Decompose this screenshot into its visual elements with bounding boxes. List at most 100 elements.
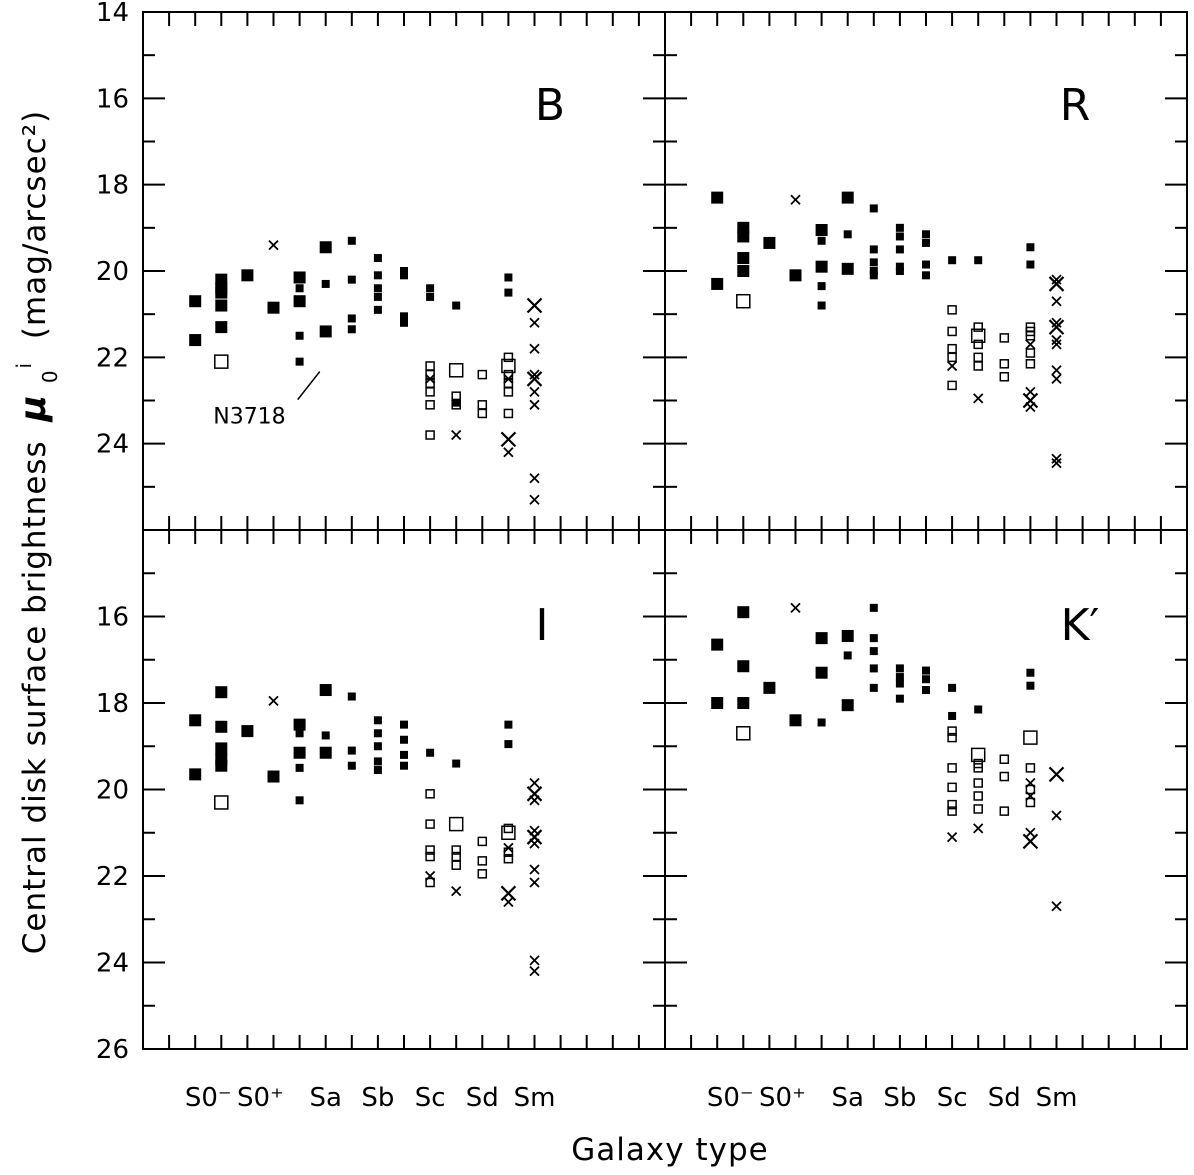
point-filled (841, 629, 854, 642)
point-filled (817, 282, 826, 291)
point-filled (504, 740, 513, 749)
point-cross (1048, 766, 1065, 783)
point-filled (1026, 668, 1035, 677)
y-tick-label: 26 (96, 1035, 129, 1065)
point-filled (895, 267, 904, 275)
point-cross (1051, 365, 1062, 376)
panel-band-label: K′ (1061, 600, 1100, 651)
point-filled (321, 279, 330, 288)
point-filled (817, 236, 826, 245)
point-filled (895, 223, 904, 232)
point-open (736, 726, 751, 741)
point-cross (1022, 392, 1039, 409)
point-open (503, 387, 514, 397)
point-filled (347, 236, 356, 245)
point-filled (1026, 260, 1035, 269)
x-category-label: Sd (466, 1083, 499, 1113)
point-open (947, 799, 957, 810)
y-axis-title-sup: i (12, 362, 36, 369)
y-tick-label: 16 (96, 84, 129, 114)
point-cross (503, 896, 514, 908)
point-cross (1022, 833, 1039, 850)
point-open (947, 352, 957, 363)
point-filled (815, 666, 828, 679)
point-open (1025, 784, 1036, 795)
point-open (973, 804, 983, 814)
point-filled (737, 606, 750, 619)
point-open (477, 836, 488, 847)
point-filled (267, 301, 280, 314)
point-filled (295, 763, 304, 772)
x-category-label: Sc (937, 1083, 968, 1113)
point-open (477, 408, 488, 419)
x-category-label: Sa (831, 1083, 863, 1113)
point-cross (529, 795, 540, 806)
point-filled (841, 262, 854, 275)
point-open (999, 771, 1010, 782)
point-open (425, 877, 435, 888)
point-filled (815, 260, 828, 273)
point-open (503, 408, 514, 419)
point-filled (895, 262, 904, 271)
point-filled (869, 245, 878, 254)
panel-0: 14 16 18 20 22 24 B N3718 (96, 0, 666, 531)
point-cross (529, 955, 540, 966)
point-filled (373, 766, 382, 775)
point-filled (347, 746, 356, 755)
point-cross (529, 777, 540, 789)
point-filled (215, 742, 228, 755)
point-filled (215, 720, 228, 733)
point-cross (526, 829, 543, 845)
point-filled (1026, 681, 1035, 690)
point-open (947, 726, 957, 736)
point-open (947, 806, 957, 816)
y-tick-label: 20 (96, 776, 129, 806)
point-filled (319, 684, 332, 697)
point-filled (347, 314, 356, 323)
x-category-label: Sm (514, 1083, 556, 1113)
point-open (973, 352, 983, 363)
point-open (425, 845, 435, 855)
point-open (999, 333, 1010, 343)
point-open (501, 358, 516, 374)
point-open (477, 856, 488, 866)
x-category-label: Sm (1036, 1083, 1078, 1113)
annotation-leader (297, 371, 321, 401)
point-filled (293, 746, 306, 759)
point-filled (974, 256, 983, 265)
point-open (451, 400, 461, 410)
point-open (999, 359, 1010, 369)
point-cross (790, 194, 801, 205)
point-filled (373, 254, 382, 263)
point-filled (189, 295, 202, 308)
point-open (425, 361, 435, 371)
x-category-label: Sa (309, 1083, 341, 1113)
point-filled (948, 683, 957, 692)
point-filled (869, 603, 878, 612)
point-filled (295, 357, 304, 366)
y-tick-label: 24 (96, 430, 129, 460)
y-tick-label: 24 (96, 949, 129, 979)
point-cross (973, 823, 984, 834)
point-filled (922, 260, 930, 269)
x-axis-title: Galaxy type (571, 1132, 768, 1168)
point-filled (504, 273, 513, 282)
point-filled (922, 686, 930, 695)
point-filled (241, 269, 254, 282)
point-open (425, 851, 435, 862)
point-filled (373, 729, 382, 738)
point-filled (948, 256, 957, 265)
point-cross (1025, 386, 1036, 398)
point-cross (1051, 296, 1062, 307)
point-open (503, 378, 514, 388)
point-open (477, 869, 488, 879)
point-filled (293, 718, 306, 731)
point-open (451, 860, 461, 870)
point-open (503, 847, 514, 857)
point-filled (452, 301, 461, 310)
point-filled (400, 267, 408, 275)
x-category-label: S0⁺ (237, 1083, 284, 1113)
point-open (736, 293, 751, 309)
panel-3: S0⁻ S0⁺ Sa Sb Sc Sd Sm K′ (664, 529, 1188, 1113)
point-filled (426, 748, 435, 757)
